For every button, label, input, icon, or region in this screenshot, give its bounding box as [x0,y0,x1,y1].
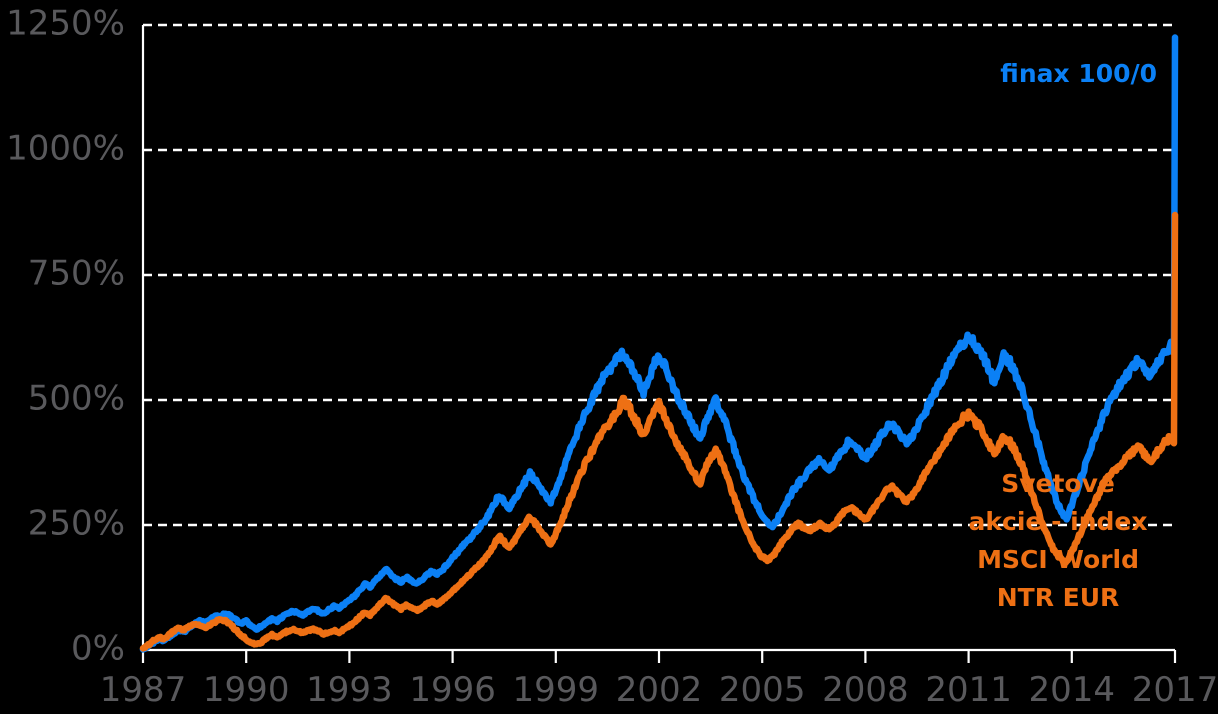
y-tick-label: 250% [28,504,125,544]
y-tick-label: 500% [28,379,125,419]
y-tick-label: 0% [71,629,125,669]
x-tick-label: 1990 [203,670,290,710]
series-line-msci-world [139,211,1179,652]
x-tick-label: 1987 [100,670,187,710]
y-axis-tick-labels: 0% 250% 500% 750% 1000% 1250% [6,4,125,669]
legend-label-line: Svetové [1001,469,1115,498]
x-tick-label: 2014 [1029,670,1116,710]
x-tick-label: 2005 [719,670,806,710]
series-line-finax [139,34,1179,653]
y-tick-label: 750% [28,254,125,294]
y-tick-label: 1250% [6,4,125,44]
x-tick-label: 2002 [616,670,703,710]
x-tick-label: 1999 [513,670,600,710]
data-series [139,34,1179,653]
x-tick-label: 2017 [1132,670,1218,710]
y-tick-label: 1000% [6,129,125,169]
series-annotations: finax 100/0 Svetové akcie - index MSCI Worl… [969,59,1157,612]
legend-label-line: MSCI World [977,545,1139,574]
legend-label-line: NTR EUR [997,583,1120,612]
legend-label-line: akcie - index [969,507,1148,536]
x-tick-label: 2011 [925,670,1012,710]
legend-label-finax: finax 100/0 [1000,59,1157,88]
x-tick-label: 2008 [822,670,909,710]
x-tick-label: 1996 [409,670,496,710]
x-axis-tick-labels: 1987 1990 1993 1996 1999 2002 2005 2008 2011 2014… [100,670,1218,710]
legend-label-msci-world: Svetové akcie - index MSCI World NTR EUR [969,469,1148,612]
x-tick-label: 1993 [306,670,393,710]
